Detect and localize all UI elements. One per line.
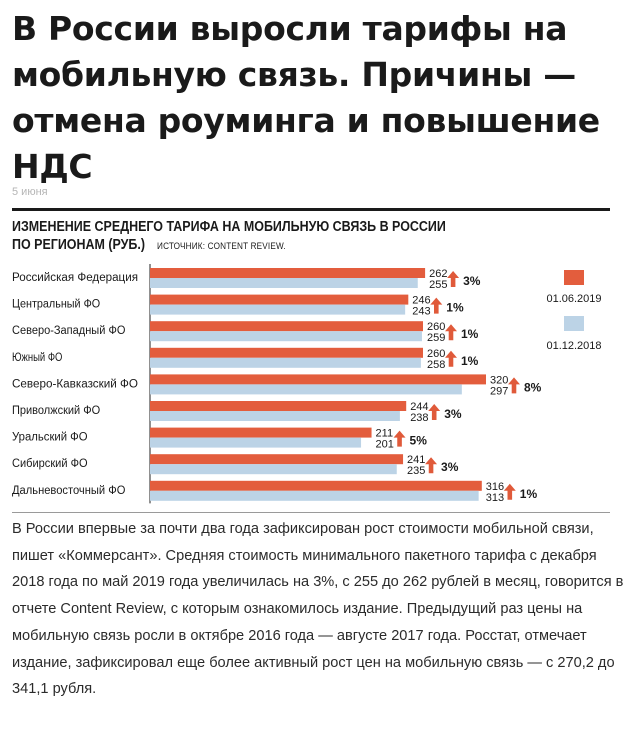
bar-jun-2019	[150, 401, 407, 411]
chart-bottom-rule	[12, 512, 610, 513]
bar-dec-2018	[150, 357, 421, 368]
legend-label-dec-2018: 01.12.2018	[546, 340, 601, 352]
chart-top-rule	[12, 208, 610, 211]
data-label-dec-2018: 235	[407, 465, 425, 477]
data-label-dec-2018: 201	[376, 439, 394, 451]
data-label-dec-2018: 313	[486, 492, 504, 504]
legend-swatch-dec-2018	[564, 316, 584, 331]
change-label: 1%	[446, 301, 464, 315]
category-label: Южный ФО	[12, 352, 62, 364]
increase-arrow-icon	[445, 350, 457, 367]
data-label-jun-2019: 211	[376, 428, 394, 440]
category-label: Северо-Западный ФО	[12, 325, 125, 337]
data-label-dec-2018: 243	[412, 306, 430, 318]
chart-figure: ИЗМЕНЕНИЕ СРЕДНЕГО ТАРИФА НА МОБИЛЬНУЮ С…	[12, 208, 610, 513]
category-label: Уральский ФО	[12, 432, 88, 444]
category-label: Дальневосточный ФО	[12, 485, 125, 497]
change-label: 1%	[461, 327, 479, 341]
increase-arrow-icon	[445, 324, 457, 341]
increase-arrow-icon	[430, 297, 443, 314]
category-label: Сибирский ФО	[12, 458, 88, 470]
increase-arrow-icon	[393, 430, 406, 447]
bar-jun-2019	[150, 454, 404, 465]
category-label: Центральный ФО	[12, 299, 100, 311]
bar-dec-2018	[150, 411, 400, 421]
change-label: 3%	[444, 407, 462, 421]
data-label-jun-2019: 260	[427, 348, 445, 360]
bar-dec-2018	[150, 304, 406, 315]
bar-jun-2019	[150, 480, 482, 491]
bar-dec-2018	[150, 331, 422, 342]
data-label-jun-2019: 316	[486, 481, 504, 493]
bar-dec-2018	[150, 490, 479, 501]
bar-dec-2018	[150, 464, 397, 475]
data-label-dec-2018: 258	[427, 359, 445, 371]
publish-date: 5 июня	[12, 186, 48, 198]
increase-arrow-icon	[428, 404, 441, 420]
article-headline: В России выросли тарифы на мобильную свя…	[12, 9, 600, 186]
data-label-jun-2019: 241	[407, 454, 425, 466]
data-label-dec-2018: 297	[490, 385, 508, 397]
data-label-jun-2019: 244	[410, 401, 428, 413]
bar-dec-2018	[150, 384, 462, 395]
change-label: 1%	[520, 487, 538, 501]
change-label: 3%	[441, 460, 459, 474]
bar-jun-2019	[150, 427, 372, 438]
bar-jun-2019	[150, 374, 486, 385]
bar-dec-2018	[150, 437, 362, 448]
chart-title: ИЗМЕНЕНИЕ СРЕДНЕГО ТАРИФА НА МОБИЛЬНУЮ С…	[12, 218, 446, 256]
data-label-jun-2019: 260	[427, 321, 445, 333]
change-label: 3%	[463, 274, 481, 288]
change-label: 5%	[410, 434, 428, 448]
change-label: 1%	[461, 354, 479, 368]
change-label: 8%	[524, 380, 542, 394]
chart-title-line1: ИЗМЕНЕНИЕ СРЕДНЕГО ТАРИФА НА МОБИЛЬНУЮ С…	[12, 219, 446, 235]
data-label-dec-2018: 238	[410, 412, 428, 424]
article-body: В России впервые за почти два года зафик…	[12, 521, 624, 698]
data-label-dec-2018: 259	[427, 332, 445, 344]
legend-swatch-jun-2019	[564, 270, 584, 285]
increase-arrow-icon	[447, 271, 460, 287]
increase-arrow-icon	[508, 377, 520, 394]
category-label: Российская Федерация	[12, 272, 138, 284]
bar-jun-2019	[150, 294, 409, 305]
bar-dec-2018	[150, 278, 418, 288]
increase-arrow-icon	[425, 457, 438, 474]
chart-title-line2: ПО РЕГИОНАМ (РУБ.)	[12, 237, 146, 253]
increase-arrow-icon	[503, 483, 516, 500]
legend-label-jun-2019: 01.06.2019	[546, 293, 601, 305]
data-label-jun-2019: 246	[412, 295, 430, 307]
bar-jun-2019	[150, 268, 426, 278]
bar-jun-2019	[150, 347, 423, 358]
bar-jun-2019	[150, 321, 423, 332]
data-label-jun-2019: 320	[490, 374, 508, 386]
data-label-jun-2019: 262	[429, 268, 447, 280]
chart-source: ИСТОЧНИК: CONTENT REVIEW.	[157, 241, 286, 252]
data-label-dec-2018: 255	[429, 279, 447, 291]
category-label: Приволжский ФО	[12, 405, 100, 417]
category-label: Северо-Кавказский ФО	[12, 378, 138, 390]
